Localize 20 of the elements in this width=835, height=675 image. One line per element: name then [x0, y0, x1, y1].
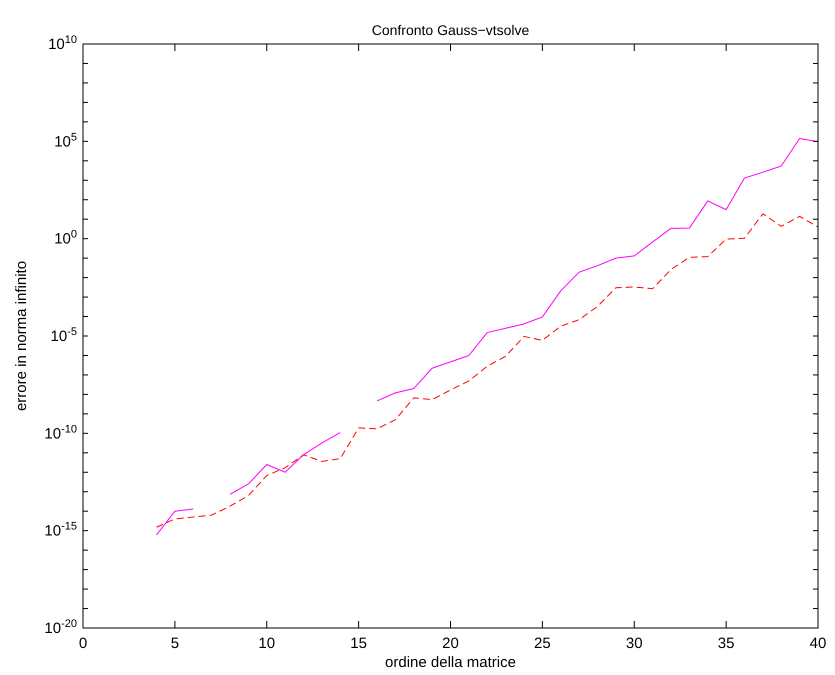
y-tick-label: 10$^{5}$: [54, 131, 77, 150]
x-tick-label: 20: [442, 635, 459, 652]
x-tick-label: 0: [78, 635, 88, 652]
x-tick-label: 30: [626, 635, 643, 652]
y-tick-label: 10$^{10}$: [48, 34, 77, 53]
x-tick-label: 25: [534, 635, 551, 652]
y-tick-label: 10$^{-15}$: [44, 520, 77, 540]
x-tick-label: 10: [258, 635, 276, 652]
chart-title: Confronto Gauss−vtsolve: [372, 22, 530, 38]
y-tick-label: 10$^{0}$: [54, 228, 77, 248]
x-tick-label: 15: [350, 635, 367, 652]
y-tick-label: 10$^{-20}$: [44, 618, 77, 637]
x-tick-label: 5: [170, 635, 180, 652]
y-tick-label: 10$^{-10}$: [44, 423, 77, 442]
x-axis-title: ordine della matrice: [385, 654, 516, 671]
x-tick-label: 35: [718, 635, 734, 652]
y-tick-label: 10$^{-5}$: [50, 326, 77, 345]
y-axis-title: errore in norma infinito: [13, 260, 30, 412]
x-tick-label: 40: [810, 635, 826, 652]
line-series: [156, 213, 818, 528]
